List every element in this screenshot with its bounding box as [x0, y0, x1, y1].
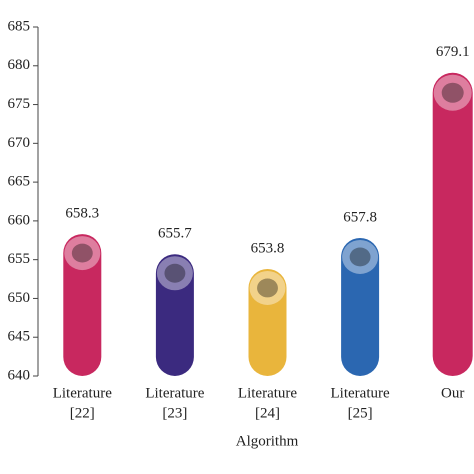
- value-label: 657.8: [343, 209, 377, 225]
- x-tick-label: Literature: [145, 385, 204, 401]
- y-tick-label: 680: [8, 57, 31, 73]
- y-tick-label: 645: [8, 329, 31, 345]
- y-tick-label: 660: [8, 212, 31, 228]
- y-tick-label: 655: [8, 251, 31, 267]
- x-tick-label: [23]: [162, 405, 187, 421]
- x-tick-label: Literature: [53, 385, 112, 401]
- x-tick-label: [25]: [348, 405, 373, 421]
- bar-cap: [342, 239, 379, 274]
- bar: [248, 268, 287, 376]
- value-label: 653.8: [251, 240, 285, 256]
- bar-cap-inner: [441, 82, 464, 103]
- value-label: 679.1: [436, 44, 470, 60]
- bar-cap-inner: [349, 247, 371, 267]
- y-tick-label: 685: [8, 18, 31, 34]
- bar: [155, 254, 194, 376]
- bar: [63, 234, 102, 376]
- y-tick-label: 650: [8, 290, 31, 306]
- x-tick-label: Literature: [238, 385, 297, 401]
- bar-cap: [433, 74, 472, 111]
- y-tick-label: 670: [8, 135, 31, 151]
- y-tick-label: 675: [8, 96, 31, 112]
- bar: [341, 237, 380, 376]
- bar: [432, 72, 473, 376]
- bar-cap-inner: [164, 263, 186, 283]
- bar-cap-inner: [257, 278, 278, 298]
- x-tick-label: Our: [441, 385, 464, 401]
- bar-cap: [249, 270, 286, 305]
- x-tick-label: Literature: [331, 385, 390, 401]
- value-label: 658.3: [65, 206, 99, 222]
- x-tick-label: [24]: [255, 405, 280, 421]
- bar-cap: [64, 236, 101, 271]
- y-tick-label: 640: [8, 367, 31, 383]
- y-tick-label: 665: [8, 174, 31, 190]
- x-axis-label: Algorithm: [236, 433, 299, 449]
- x-tick-label: [22]: [70, 405, 95, 421]
- bar-cap: [156, 256, 193, 291]
- bar-cap-inner: [71, 243, 93, 263]
- value-label: 655.7: [158, 226, 192, 242]
